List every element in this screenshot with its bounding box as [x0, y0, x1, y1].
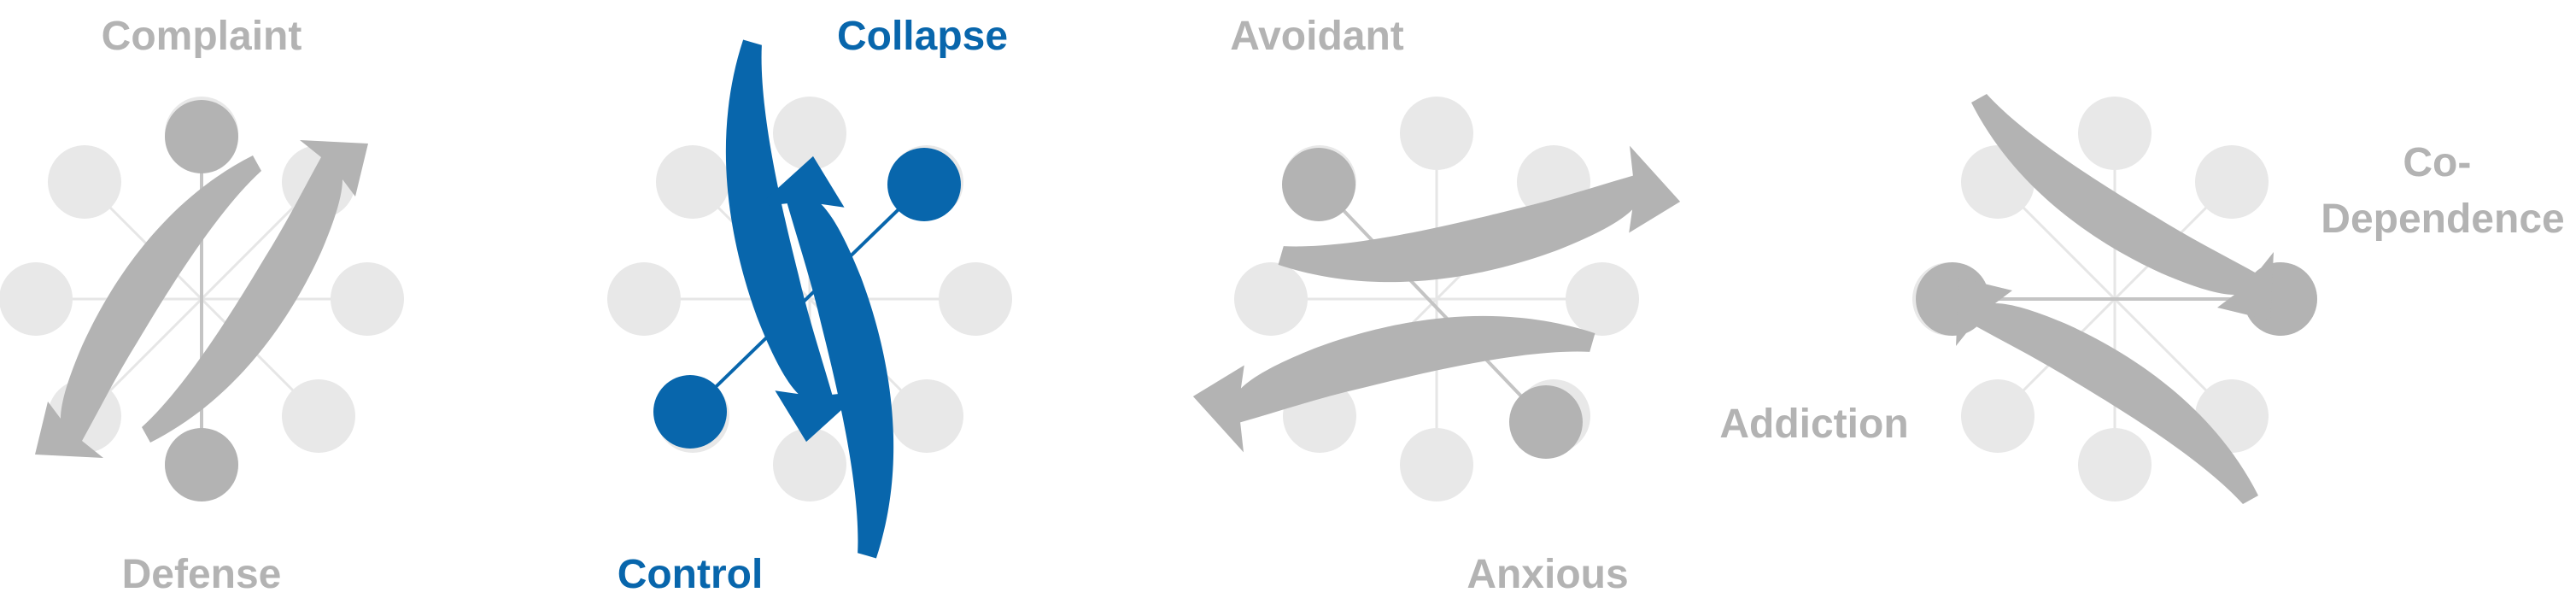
diagram-complaint-defense	[0, 97, 404, 501]
label-collapse: Collapse	[837, 14, 1008, 59]
label-complaint: Complaint	[102, 14, 302, 59]
diagram-avoidant-anxious	[1190, 22, 1683, 576]
active-axis	[688, 183, 926, 414]
node-anxious	[1509, 385, 1583, 459]
label-avoidant: Avoidant	[1230, 14, 1404, 59]
node-complaint	[165, 100, 238, 173]
label-control: Control	[618, 552, 764, 597]
label-addiction: Addiction	[1719, 402, 1908, 447]
node-defense	[165, 428, 238, 501]
label-anxious: Anxious	[1467, 552, 1628, 597]
diagram-addiction-codependence	[1912, 94, 2317, 504]
node-collapse	[887, 148, 961, 221]
diagram-control-collapse	[573, 32, 1046, 566]
label-codependence: Co- Dependence	[2321, 140, 2564, 242]
label-defense: Defense	[122, 552, 282, 597]
node-control	[653, 375, 727, 449]
node-avoidant	[1282, 148, 1355, 221]
active-axis	[1317, 183, 1548, 424]
